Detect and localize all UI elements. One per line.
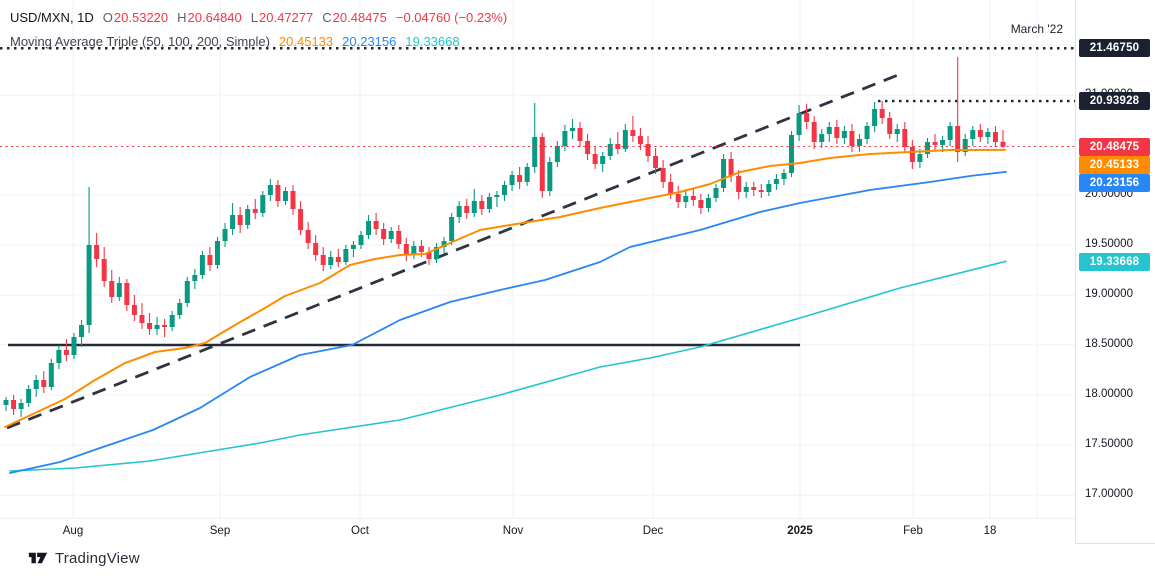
time-axis-label-Nov: Nov — [502, 525, 524, 537]
price-tick-label: 18.50000 — [1085, 338, 1133, 350]
time-axis-label-Sep: Sep — [209, 525, 231, 537]
time-axis-label-18: 18 — [983, 525, 997, 537]
ma50-line — [4, 148, 1006, 428]
ma200-line — [9, 260, 1007, 472]
price-badge-19.33668: 19.33668 — [1079, 253, 1150, 271]
price-tick-label: 18.00000 — [1085, 388, 1133, 400]
tradingview-attribution[interactable]: TradingView — [28, 549, 140, 567]
price-tick-label: 17.50000 — [1085, 438, 1133, 450]
price-badge-21.46750: 21.46750 — [1079, 39, 1150, 57]
trendline-date-label: March '22 — [1010, 22, 1063, 36]
price-tick-label: 19.50000 — [1085, 238, 1133, 250]
price-badge-20.23156: 20.23156 — [1079, 174, 1150, 192]
dashed-trendline — [6, 73, 899, 430]
time-axis-label-2025: 2025 — [787, 525, 813, 537]
price-axis[interactable]: 21.0000020.0000019.5000019.0000018.50000… — [1075, 0, 1155, 543]
tradingview-logo-icon — [28, 552, 48, 564]
price-badge-20.45133: 20.45133 — [1079, 156, 1150, 174]
candlestick-chart[interactable] — [0, 0, 1075, 518]
price-tick-label: 19.00000 — [1085, 288, 1133, 300]
time-axis-label-Aug: Aug — [62, 525, 84, 537]
time-axis[interactable]: Aug Sep Oct Nov Dec 2025 Feb 18 — [0, 518, 1075, 544]
price-badge-20.48475: 20.48475 — [1079, 138, 1150, 156]
time-axis-label-Dec: Dec — [642, 525, 664, 537]
tradingview-wordmark: TradingView — [55, 549, 140, 567]
time-axis-label-Feb: Feb — [903, 525, 923, 537]
ma100-line — [9, 170, 1007, 474]
time-axis-label-Oct: Oct — [351, 525, 369, 537]
price-badge-20.93928: 20.93928 — [1079, 92, 1150, 110]
chart-plot-area[interactable] — [0, 0, 1075, 518]
price-tick-label: 17.00000 — [1085, 488, 1133, 500]
